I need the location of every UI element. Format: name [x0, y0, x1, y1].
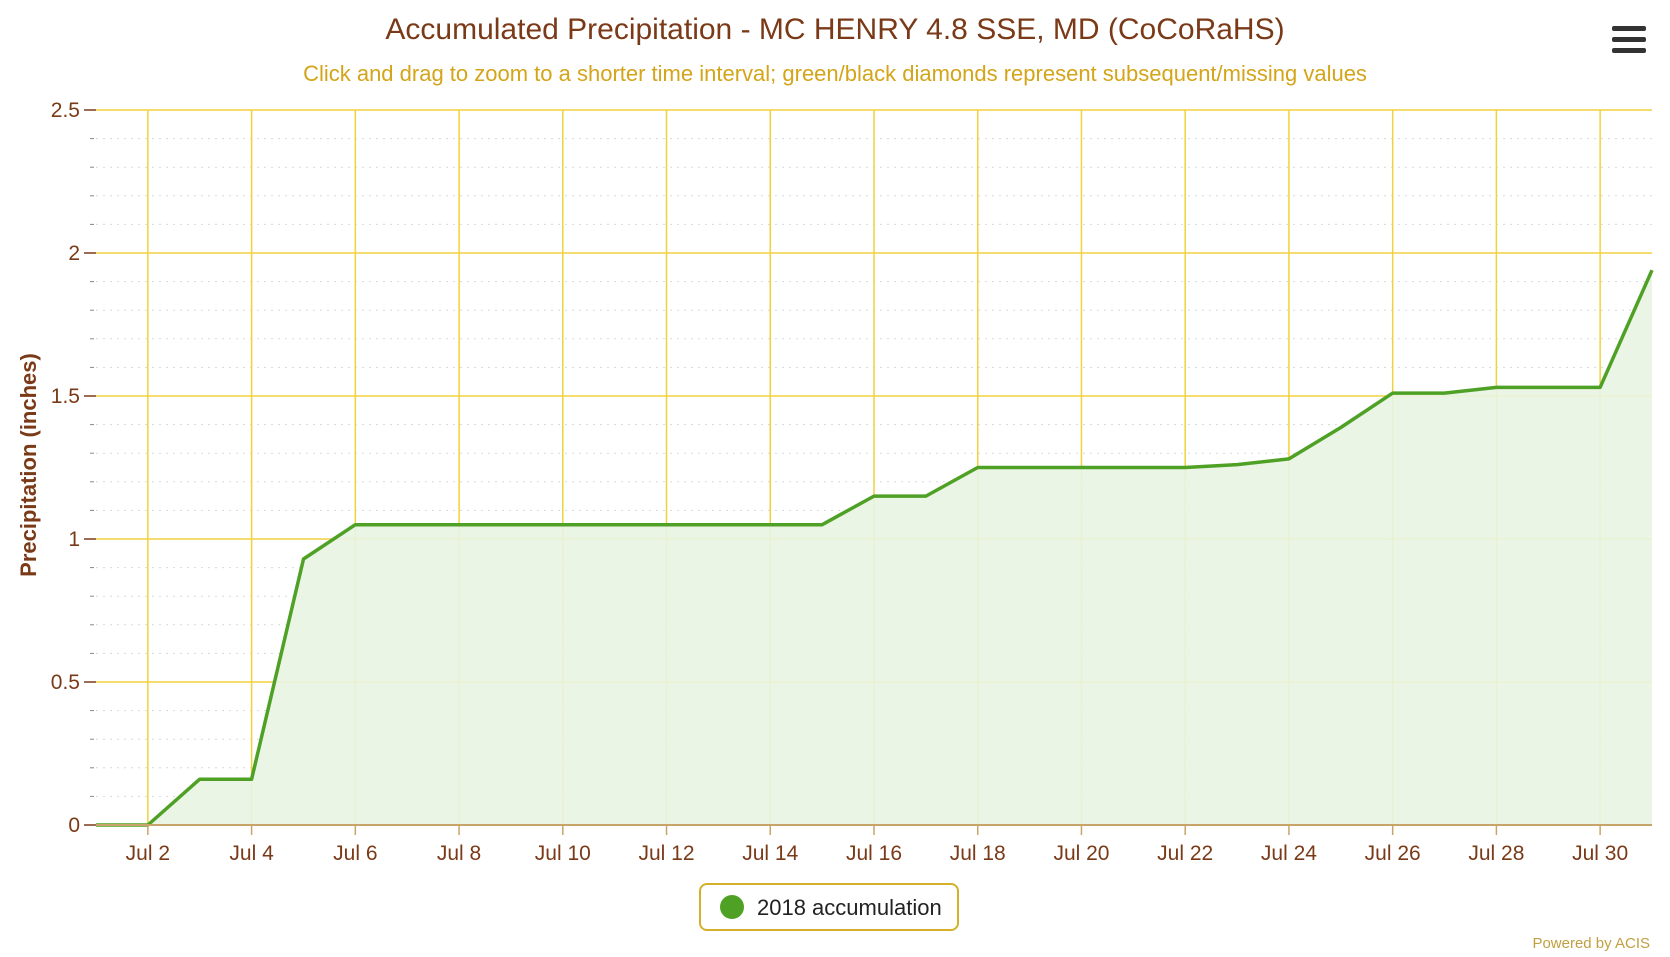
legend-marker — [720, 895, 744, 919]
chart-title: Accumulated Precipitation - MC HENRY 4.8… — [385, 13, 1284, 46]
x-tick-label: Jul 8 — [437, 842, 481, 865]
accumulation-area — [96, 270, 1652, 825]
x-tick-label: Jul 30 — [1572, 842, 1628, 865]
x-tick-label: Jul 18 — [950, 842, 1006, 865]
x-tick-label: Jul 24 — [1261, 842, 1317, 865]
y-tick-label: 2.5 — [51, 99, 80, 122]
hamburger-menu-icon[interactable] — [1612, 26, 1646, 53]
x-tick-label: Jul 4 — [229, 842, 274, 865]
x-tick-label: Jul 16 — [846, 842, 902, 865]
credits-link[interactable]: Powered by ACIS — [1532, 935, 1650, 952]
legend[interactable]: 2018 accumulation — [699, 883, 959, 931]
x-tick-label: Jul 28 — [1468, 842, 1524, 865]
x-tick-label: Jul 6 — [333, 842, 377, 865]
y-axis-label: Precipitation (inches) — [16, 353, 41, 577]
x-tick-label: Jul 2 — [126, 842, 170, 865]
x-tick-label: Jul 12 — [639, 842, 695, 865]
y-tick-label: 0.5 — [51, 671, 80, 694]
x-tick-label: Jul 22 — [1157, 842, 1213, 865]
legend-item-2018-accumulation[interactable]: 2018 accumulation — [757, 895, 942, 920]
legend-box — [699, 883, 959, 931]
y-tick-label: 0 — [68, 814, 80, 837]
accumulation-line[interactable] — [96, 269, 1654, 827]
x-tick-label: Jul 20 — [1053, 842, 1109, 865]
y-tick-label: 1 — [68, 528, 80, 551]
x-tick-label: Jul 26 — [1365, 842, 1421, 865]
x-axis: Jul 2 Jul 4 Jul 6 Jul 8 Jul 10 Jul 12 Jul 14 Ju… — [126, 825, 1628, 865]
y-tick-label: 1.5 — [51, 385, 80, 408]
x-tick-label: Jul 14 — [742, 842, 798, 865]
x-tick-label: Jul 10 — [535, 842, 591, 865]
chart-subtitle: Click and drag to zoom to a shorter time… — [303, 61, 1367, 86]
y-axis: 0 0.5 1 1.5 2 2.5 — [51, 99, 96, 837]
y-tick-label: 2 — [68, 242, 80, 265]
